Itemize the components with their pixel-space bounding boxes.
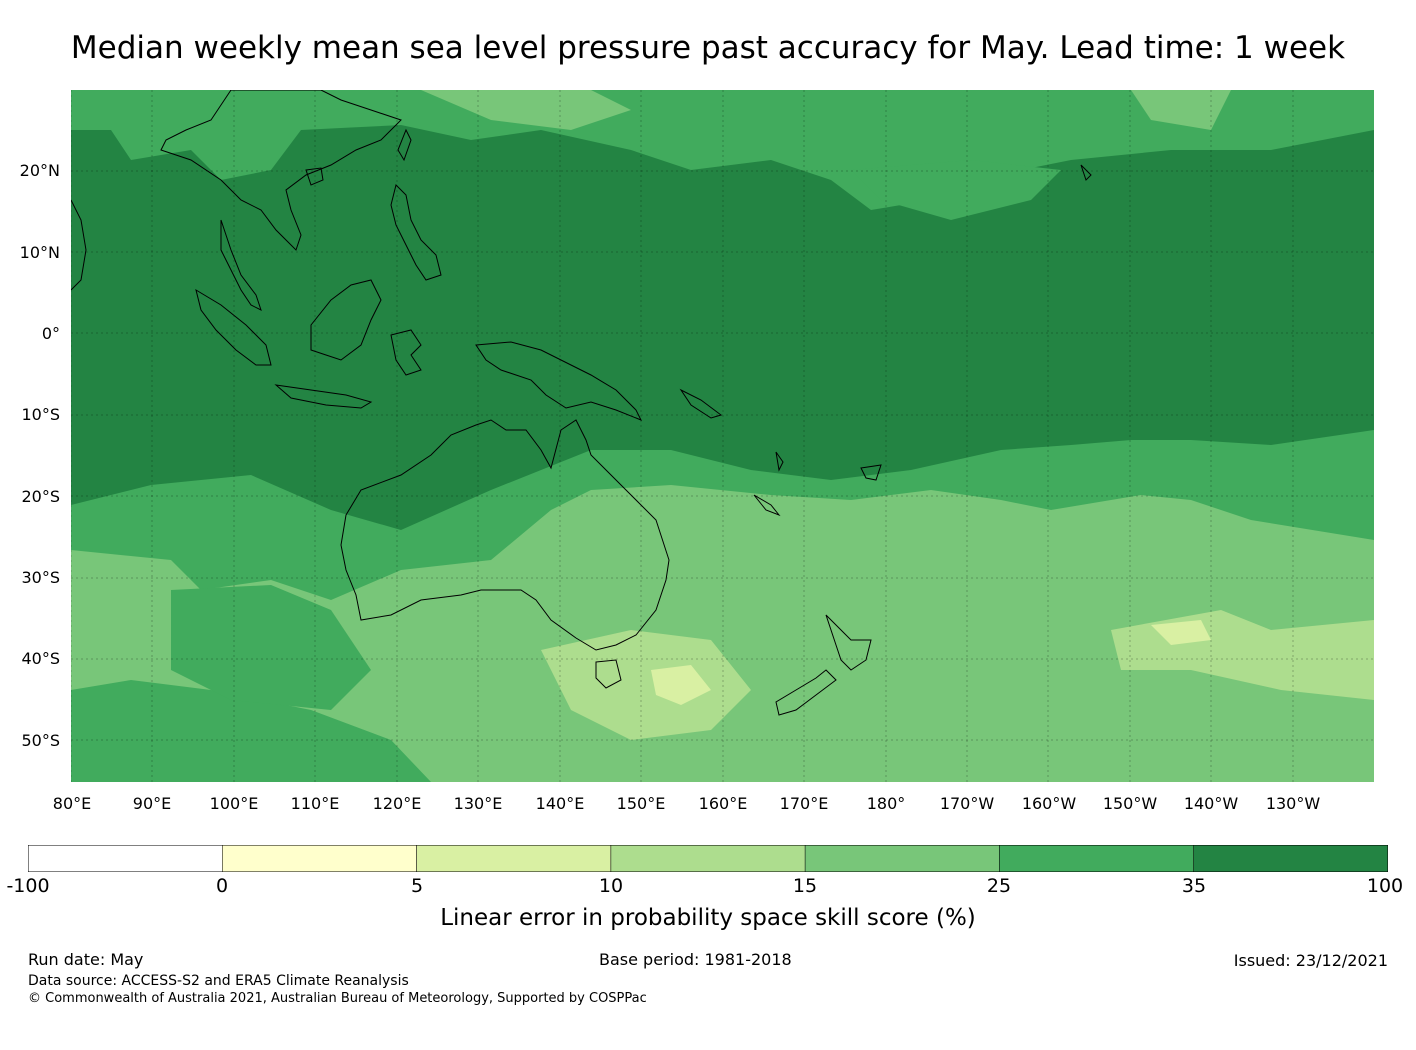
colorbar-tick: -100 [6, 875, 50, 897]
colorbar-bin [222, 845, 417, 872]
region-southern-lower [71, 485, 1374, 782]
lon-label: 120°E [372, 794, 422, 813]
region-tasman-light [651, 665, 711, 705]
colorbar-tick: 35 [1181, 875, 1207, 897]
lat-label: 20°S [21, 487, 60, 506]
colorbar-tick: 15 [792, 875, 818, 897]
page-title: Median weekly mean sea level pressure pa… [70, 30, 1346, 66]
colorbar-bin [1193, 845, 1388, 872]
lon-label: 160°E [698, 794, 748, 813]
lat-label: 20°N [19, 161, 60, 180]
region-north-light-2 [1131, 90, 1231, 130]
coast-australia [340, 419, 670, 651]
coast-solomons [679, 388, 723, 419]
coast-new-guinea [475, 341, 643, 421]
region-east-light [1151, 620, 1211, 645]
lat-label: 0° [41, 324, 60, 343]
coast-new-caledonia [753, 494, 781, 517]
colorbar-bin [999, 845, 1194, 872]
base-period: Base period: 1981-2018 [599, 950, 792, 969]
coast-malay [220, 219, 262, 311]
lon-label: 130°E [453, 794, 503, 813]
colorbar-bin [416, 845, 612, 872]
data-source: Data source: ACCESS-S2 and ERA5 Climate … [28, 973, 409, 989]
issued-date: Issued: 23/12/2021 [1233, 951, 1388, 970]
colorbar-bin [28, 845, 223, 872]
colorbar-bin [610, 845, 806, 872]
colorbar-bin [804, 845, 1000, 872]
region-tasman-patch [541, 630, 751, 740]
lon-label: 130°W [1265, 794, 1321, 813]
lon-label: 170°W [939, 794, 995, 813]
region-north-central-moderate [851, 160, 1061, 220]
coast-indochina [160, 90, 402, 251]
region-west-moderate [171, 585, 371, 710]
coast-philippines [390, 184, 442, 281]
colorbar [28, 845, 1388, 872]
lon-label: 140°E [535, 794, 585, 813]
colorbar-tick: 25 [986, 875, 1012, 897]
coast-fiji [860, 464, 882, 481]
coast-hainan [305, 167, 324, 186]
lon-label: 140°W [1183, 794, 1239, 813]
coast-java [274, 384, 373, 409]
copyright: © Commonwealth of Australia 2021, Austra… [28, 991, 647, 1006]
colorbar-label: Linear error in probability space skill … [440, 905, 976, 931]
lon-label: 180° [866, 794, 906, 813]
lon-label: 150°W [1102, 794, 1158, 813]
lon-label: 80°E [52, 794, 92, 813]
colorbar-tick: 10 [598, 875, 624, 897]
coast-tasmania [595, 659, 622, 689]
lat-label: 10°N [19, 243, 60, 262]
coast-nz-north [825, 614, 872, 671]
colorbar-tick: 5 [410, 875, 424, 897]
lat-label: 10°S [21, 405, 60, 424]
colorbar-tick: 0 [215, 875, 229, 897]
coast-sulawesi [390, 329, 422, 376]
lat-label: 50°S [21, 731, 60, 750]
lon-label: 90°E [132, 794, 172, 813]
coast-hawaii [1080, 164, 1092, 181]
coast-india [71, 199, 87, 291]
lon-label: 110°E [290, 794, 340, 813]
gridlines [71, 90, 1374, 782]
lon-label: 170°E [779, 794, 829, 813]
coast-nz-south [775, 669, 837, 716]
coast-taiwan [397, 128, 412, 162]
skill-map[interactable] [71, 90, 1374, 782]
lat-label: 30°S [21, 568, 60, 587]
lon-label: 150°E [616, 794, 666, 813]
region-north-moderate [71, 90, 1374, 210]
lat-label: 40°S [21, 649, 60, 668]
coast-vanuatu [775, 451, 784, 472]
coast-borneo [310, 279, 382, 361]
lon-label: 160°W [1021, 794, 1077, 813]
run-date: Run date: May [28, 950, 144, 969]
colorbar-tick: 100 [1366, 875, 1404, 897]
coast-sumatra [195, 288, 272, 366]
region-north-light [421, 90, 631, 130]
coastlines [71, 90, 1092, 716]
lon-label: 100°E [209, 794, 259, 813]
